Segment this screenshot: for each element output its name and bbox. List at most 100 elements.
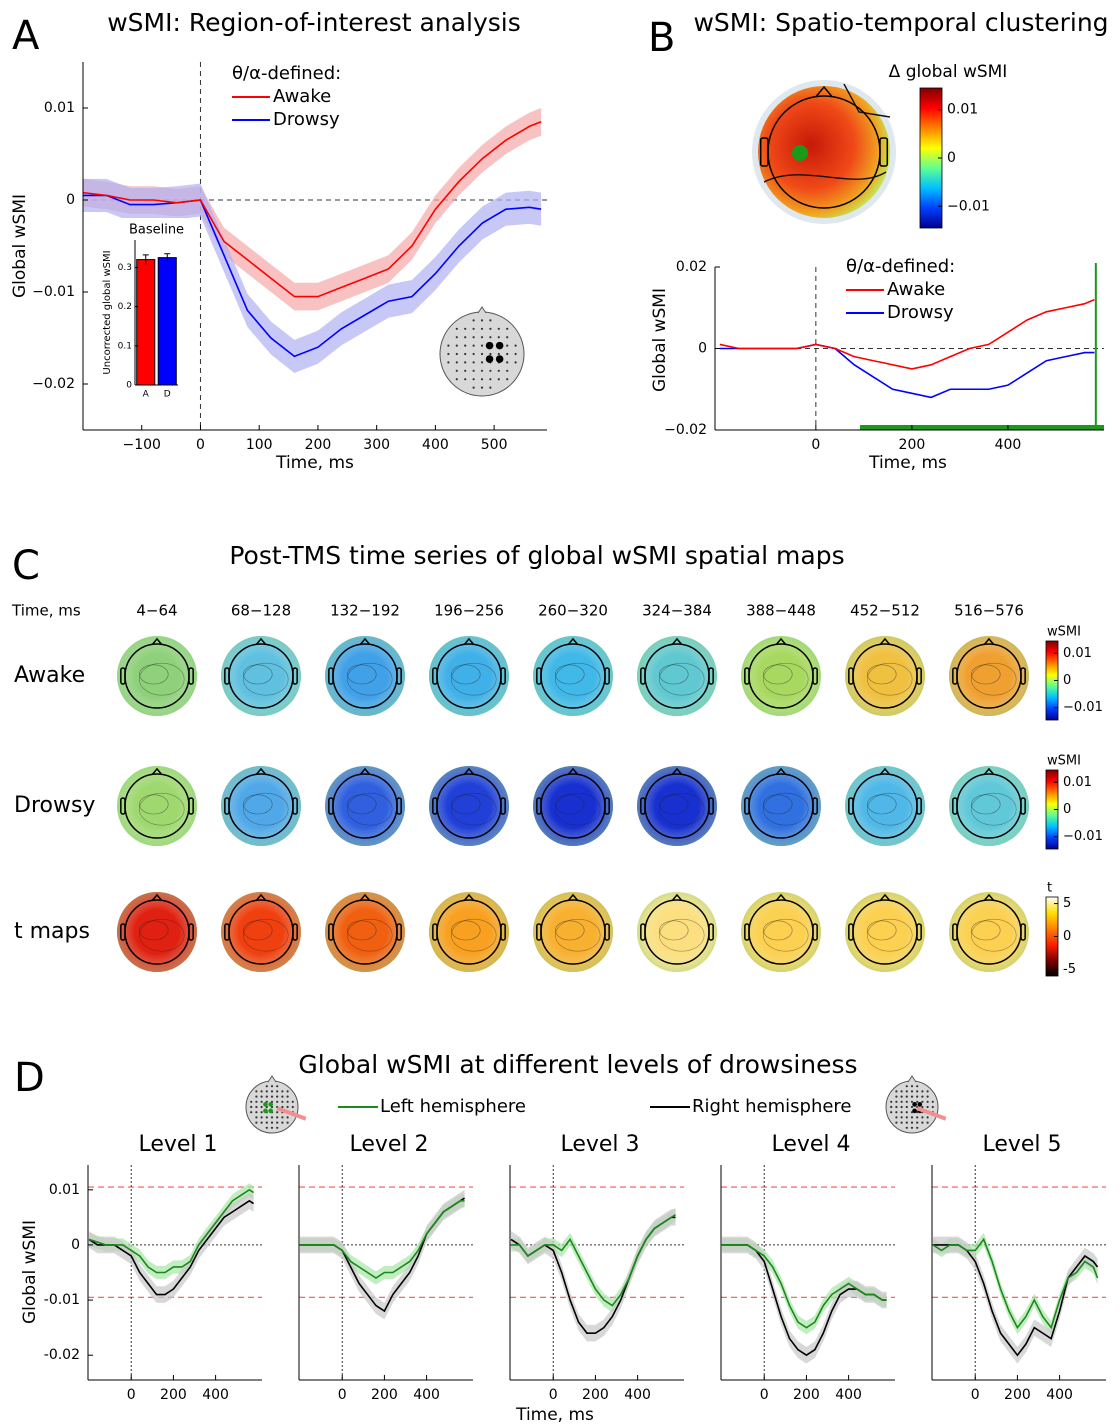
colorbar-tick-label: 0 bbox=[1063, 673, 1071, 688]
colorbar-tick-label: 0 bbox=[1063, 929, 1071, 944]
nose bbox=[907, 1075, 917, 1083]
nose bbox=[255, 893, 267, 902]
electrode bbox=[464, 336, 467, 339]
panel-letter: A bbox=[12, 13, 40, 59]
x-tick-label: 400 bbox=[202, 1387, 229, 1403]
contour bbox=[451, 794, 481, 815]
electrode-roi bbox=[263, 1108, 268, 1114]
electrode bbox=[255, 1095, 258, 1098]
nose bbox=[775, 637, 787, 646]
error-band bbox=[511, 1209, 676, 1342]
topomap-shade bbox=[429, 892, 509, 972]
x-tick-label: 300 bbox=[363, 437, 390, 453]
topomap bbox=[758, 86, 890, 218]
topomap-shade bbox=[117, 892, 197, 972]
electrode bbox=[916, 1090, 919, 1093]
ear bbox=[812, 923, 818, 941]
error-band bbox=[83, 178, 542, 373]
electrode bbox=[255, 1116, 258, 1119]
contour bbox=[243, 792, 289, 826]
electrode bbox=[489, 369, 492, 372]
electrode bbox=[916, 1085, 919, 1088]
nose bbox=[775, 893, 787, 902]
topomap-shade bbox=[221, 892, 301, 972]
ear bbox=[328, 923, 334, 941]
nose bbox=[463, 893, 475, 902]
colorbar-tick-label: 0.01 bbox=[1063, 775, 1092, 790]
contour bbox=[347, 662, 393, 696]
contour bbox=[139, 920, 169, 941]
electrode bbox=[260, 1116, 263, 1119]
contour bbox=[659, 792, 705, 826]
y-tick-label: 0 bbox=[66, 192, 75, 208]
x-tick-label: 100 bbox=[246, 437, 273, 453]
ear bbox=[1020, 667, 1026, 685]
electrode bbox=[286, 1095, 289, 1098]
x-tick-label: 0 bbox=[760, 1387, 769, 1403]
electrode bbox=[286, 1090, 289, 1093]
electrode bbox=[455, 336, 458, 339]
electrode bbox=[270, 1116, 274, 1119]
topomap-shade bbox=[117, 636, 197, 716]
legend-label: Awake bbox=[887, 279, 945, 300]
error-band bbox=[933, 1236, 1098, 1364]
electrode bbox=[900, 1116, 903, 1119]
panel-letter: B bbox=[648, 15, 675, 61]
y-tick-label: −0.02 bbox=[32, 376, 75, 392]
series-line bbox=[82, 121, 542, 298]
electrode bbox=[905, 1126, 908, 1129]
legend-label: Right hemisphere bbox=[692, 1096, 852, 1117]
contour bbox=[139, 662, 185, 696]
electrode-roi bbox=[912, 1102, 917, 1107]
bar bbox=[136, 259, 156, 386]
electrode-roi bbox=[268, 1102, 274, 1107]
colorbar-tick-label: −0.01 bbox=[1063, 700, 1103, 715]
x-tick-label: 200 bbox=[899, 437, 926, 453]
nose bbox=[983, 893, 995, 902]
ear bbox=[292, 923, 298, 941]
electrode bbox=[464, 327, 467, 330]
colorbar-tick-label: 0.01 bbox=[1063, 646, 1092, 661]
significance-bar bbox=[860, 425, 1104, 430]
topomap-shade bbox=[325, 636, 405, 716]
electrode-roi bbox=[268, 1108, 274, 1114]
electrode bbox=[910, 1100, 914, 1103]
electrode bbox=[480, 352, 484, 356]
electrode bbox=[265, 1090, 268, 1093]
electrode bbox=[265, 1085, 268, 1088]
electrode bbox=[250, 1100, 253, 1103]
series-line bbox=[83, 194, 542, 358]
series-line bbox=[511, 1213, 677, 1307]
series-line bbox=[719, 298, 1095, 370]
ear bbox=[952, 923, 958, 941]
y-tick-label: 0 bbox=[698, 341, 707, 357]
bar bbox=[157, 257, 177, 386]
contour bbox=[763, 920, 793, 941]
contour bbox=[555, 662, 601, 696]
ear bbox=[640, 797, 646, 815]
x-tick-label: 0 bbox=[549, 1387, 558, 1403]
colorbar-tick-label: 0.01 bbox=[947, 102, 978, 118]
contour bbox=[971, 664, 1001, 685]
electrode bbox=[916, 1116, 919, 1119]
error-band bbox=[89, 1183, 254, 1280]
ear bbox=[396, 923, 402, 941]
electrode bbox=[926, 1095, 929, 1098]
topomap-shade bbox=[429, 636, 509, 716]
contour bbox=[867, 920, 897, 941]
electrode bbox=[910, 1126, 914, 1129]
electrode bbox=[276, 1100, 279, 1103]
electrode bbox=[480, 386, 484, 389]
electrode bbox=[472, 386, 475, 389]
y-axis-label: Uncorrected global wSMI bbox=[102, 250, 113, 374]
contour bbox=[555, 920, 585, 941]
electrode bbox=[905, 1116, 908, 1119]
ear bbox=[1020, 797, 1026, 815]
nose bbox=[879, 637, 891, 646]
x-axis-label: Time, ms bbox=[868, 453, 947, 473]
electrode bbox=[276, 1095, 279, 1098]
nose bbox=[815, 85, 833, 98]
contour bbox=[139, 794, 169, 815]
contour bbox=[659, 920, 689, 941]
topomap-shade bbox=[533, 766, 613, 846]
